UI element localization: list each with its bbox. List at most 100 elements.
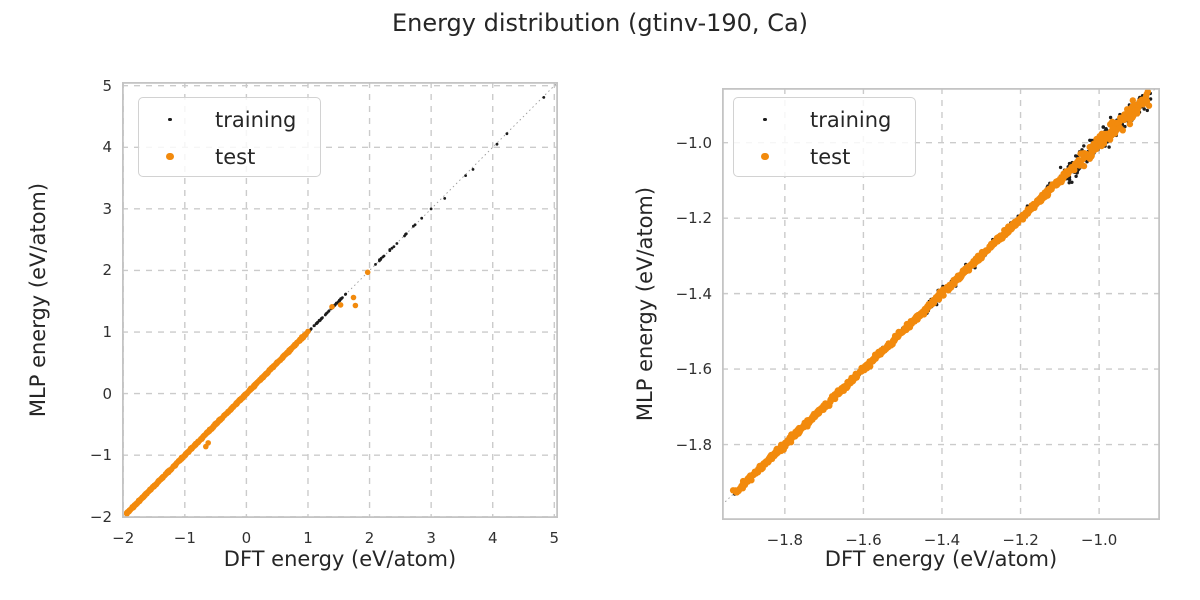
data-point [739, 482, 746, 489]
data-point [1109, 125, 1116, 132]
data-point [955, 275, 963, 283]
data-point [305, 328, 311, 335]
data-point [940, 292, 947, 299]
data-point [757, 464, 764, 471]
x-tick-label: 5 [549, 529, 560, 547]
data-point [732, 487, 739, 494]
data-point [1082, 144, 1086, 148]
x-tick-label: −2 [112, 529, 135, 547]
data-point [1142, 96, 1150, 104]
data-point [1074, 154, 1078, 158]
legend-item-training: training [139, 101, 320, 138]
data-point [471, 168, 475, 171]
x-tick-label: 1 [303, 529, 313, 547]
data-point [337, 302, 344, 308]
data-point [999, 232, 1007, 240]
data-point [1067, 181, 1071, 185]
data-point [274, 360, 280, 367]
legend-label-test: test [215, 144, 256, 169]
legend-item-training: training [734, 101, 915, 138]
legend-item-test: test [139, 138, 320, 175]
data-point [1145, 102, 1153, 109]
data-point [142, 492, 148, 498]
y-tick-label: −2 [89, 507, 112, 526]
data-point [404, 232, 408, 236]
data-point [1108, 115, 1113, 120]
legend-label-training: training [810, 107, 892, 132]
data-point [1087, 153, 1094, 160]
y-tick-label: −1.0 [675, 133, 712, 152]
identity-line [122, 82, 558, 518]
data-point [843, 382, 850, 390]
data-point [246, 388, 252, 394]
data-point [1078, 161, 1085, 169]
data-point [242, 392, 248, 399]
data-point [443, 197, 447, 200]
data-point [807, 418, 814, 425]
y-tick-label: 5 [102, 76, 112, 95]
x-tick-label: −1.0 [1080, 531, 1118, 549]
data-point [1107, 145, 1111, 149]
data-point [265, 370, 271, 376]
data-point [344, 293, 347, 296]
data-point [792, 432, 800, 439]
figure-title: Energy distribution (gtinv-190, Ca) [391, 9, 809, 37]
data-point [1145, 108, 1149, 113]
y-tick-label: 4 [102, 138, 112, 157]
plot-canvas [722, 88, 1160, 520]
data-point [1108, 120, 1115, 127]
data-point [1105, 134, 1113, 141]
data-point [1028, 202, 1036, 210]
data-point [155, 478, 161, 485]
data-point [859, 367, 867, 374]
right-x-axis-label: DFT energy (eV/atom) [824, 547, 1058, 571]
y-tick-label: −1.8 [675, 435, 712, 454]
data-point [350, 294, 357, 301]
left-legend: training test [138, 97, 321, 177]
data-point [1038, 197, 1045, 204]
x-tick-label: −1.8 [766, 531, 804, 549]
x-tick-label: −1.6 [845, 531, 882, 549]
data-point [847, 377, 854, 384]
data-point [329, 304, 335, 310]
data-point [495, 142, 499, 146]
data-point [136, 498, 142, 505]
y-tick-label: −1.4 [675, 284, 712, 303]
x-tick-label: −1 [173, 529, 196, 547]
data-point [279, 355, 285, 362]
data-point [1068, 164, 1075, 171]
data-point [752, 470, 760, 477]
data-point [252, 382, 259, 388]
data-point [773, 445, 780, 453]
data-point [1074, 174, 1078, 178]
data-point [132, 502, 138, 508]
test-points [123, 269, 371, 517]
data-point [899, 329, 906, 336]
axes-spines [122, 82, 558, 518]
data-point [1097, 138, 1104, 146]
data-point [853, 371, 861, 379]
data-point [341, 296, 344, 299]
data-point [374, 263, 377, 266]
data-point [429, 207, 433, 211]
test-marker-icon [139, 152, 201, 161]
data-point [542, 96, 546, 99]
data-point [827, 397, 834, 404]
data-point [1042, 191, 1049, 198]
data-point [981, 250, 988, 257]
data-point [1097, 132, 1104, 140]
data-point [205, 429, 211, 435]
data-point [881, 347, 888, 354]
data-point [765, 457, 772, 464]
data-point [922, 306, 930, 313]
data-point [325, 311, 329, 315]
legend-label-training: training [215, 107, 297, 132]
test-marker-icon [734, 152, 796, 161]
x-tick-label: −1.4 [923, 531, 961, 549]
data-point [299, 334, 305, 340]
data-point [309, 327, 313, 331]
data-point [232, 402, 239, 408]
training-marker-icon [734, 117, 796, 122]
